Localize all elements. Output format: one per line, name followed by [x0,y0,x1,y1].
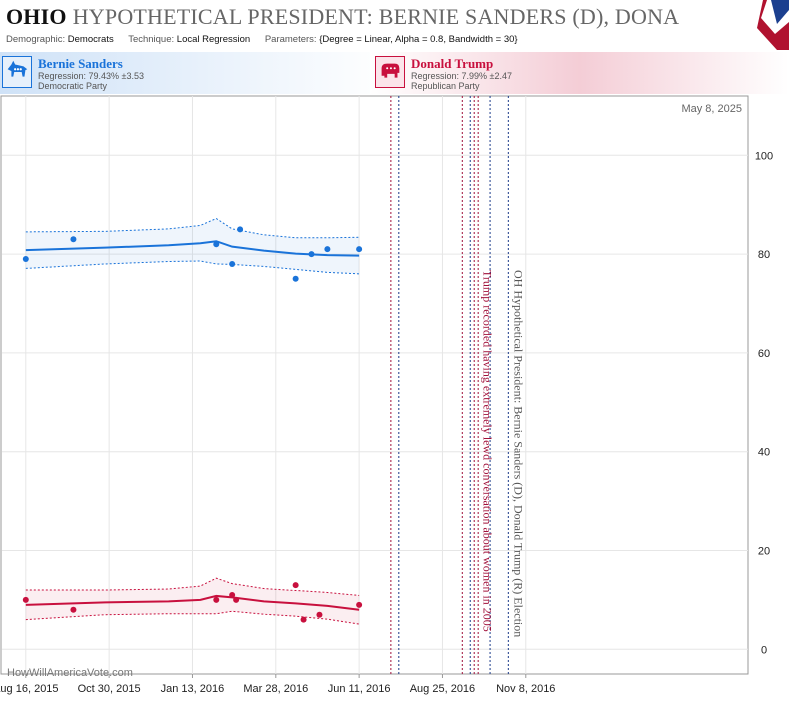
watermark: HowWillAmericaVote.com [7,667,133,679]
poll-point [356,601,363,608]
poll-point [308,251,315,258]
event-annotation: OH Hypothetical President: Bernie Sander… [512,270,526,637]
demographic-label: Demographic: [6,34,66,45]
parameters-value: {Degree = Linear, Alpha = 0.8, Bandwidth… [319,34,518,45]
regression-line [25,594,360,611]
candidate-regression: Regression: 79.43% ±3.53 [38,71,145,81]
event-annotation: Trump recorded having extremely lewd con… [481,270,495,632]
band-upper [25,577,360,596]
y-tick-label: 60 [758,348,770,360]
x-tick-label: Nov 8, 2016 [496,683,555,695]
current-date-label: May 8, 2025 [681,103,742,115]
poll-point [70,606,77,613]
x-tick-label: Aug 25, 2016 [410,683,475,695]
poll-point [213,241,220,248]
plot-frame [0,95,749,675]
poll-point [292,582,299,589]
donkey-icon [2,56,32,88]
chart-title: OHIO HYPOTHETICAL PRESIDENT: BERNIE SANDE… [6,4,679,30]
poll-point [233,596,240,603]
title-text: HYPOTHETICAL PRESIDENT: BERNIE SANDERS (… [72,4,680,29]
candidate-name: Bernie Sanders [38,56,123,71]
chart-header: OHIO HYPOTHETICAL PRESIDENT: BERNIE SANDE… [0,0,789,52]
poll-point [292,275,299,282]
y-tick-label: 80 [758,249,770,261]
poll-points [22,226,363,623]
flag-icon [757,0,789,50]
x-tick-label: Jan 13, 2016 [161,683,225,695]
candidate-party: Republican Party [411,81,480,91]
poll-point [356,246,363,253]
poll-point [22,596,29,603]
event-markers [390,96,509,674]
band-upper [25,217,360,239]
parameters-line: Demographic: Democrats Technique: Local … [6,34,530,45]
elephant-icon [375,56,405,88]
demographic-value: Democrats [67,34,114,45]
grid [2,96,748,674]
poll-point [237,226,244,233]
parameters-label: Parameters: [264,34,317,45]
y-tick-label: 0 [761,644,767,656]
y-tick-label: 20 [758,545,770,557]
poll-point [229,260,236,267]
poll-point [213,596,220,603]
poll-point [229,591,236,598]
x-axis-ticks: Aug 16, 2015 Oct 30, 2015 Jan 13, 2016 Mar … [0,674,555,695]
poll-point [316,611,323,618]
state-name: OHIO [6,4,67,29]
technique-value: Local Regression [176,34,251,45]
confidence-band [25,218,360,274]
legend-item-trump: Donald Trump Regression: 7.99% ±2.47 Rep… [373,52,753,94]
legend-item-sanders: Bernie Sanders Regression: 79.43% ±3.53 … [0,52,380,94]
x-tick-label: Jun 11, 2016 [328,683,391,695]
chart: Trump recorded having extremely lewd con… [0,95,773,695]
annotations: Trump recorded having extremely lewd con… [481,270,526,637]
candidate-legend: Bernie Sanders Regression: 79.43% ±3.53 … [0,52,789,94]
candidate-regression: Regression: 7.99% ±2.47 [411,71,512,81]
poll-point [324,246,331,253]
y-tick-label: 100 [755,150,773,162]
x-tick-label: Mar 28, 2016 [243,683,308,695]
candidate-name: Donald Trump [411,56,494,71]
y-tick-label: 40 [758,447,770,459]
x-tick-label: Oct 30, 2015 [78,683,141,695]
y-axis-ticks: 0 20 40 60 80 100 [755,150,773,656]
technique-label: Technique: [128,34,175,45]
poll-point [70,236,77,243]
poll-point [300,616,307,623]
poll-point [22,256,29,263]
x-tick-label: Aug 16, 2015 [0,683,59,695]
candidate-party: Democratic Party [38,81,108,91]
